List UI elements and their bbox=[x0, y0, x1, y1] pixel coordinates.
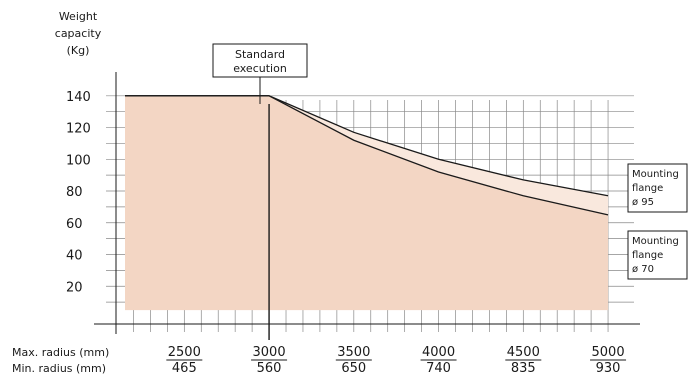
y-axis-label-line-1: Weight bbox=[59, 10, 98, 23]
series-line-1 bbox=[125, 95, 609, 216]
y-axis-label-line-2: capacity bbox=[55, 27, 102, 40]
y-tick-label: 60 bbox=[66, 217, 83, 232]
y-tick-label: 120 bbox=[66, 122, 91, 137]
legend-label-flange-95-line-3: ø 95 bbox=[632, 197, 654, 208]
x-tick-label-min: 835 bbox=[511, 361, 536, 374]
capacity-area-flange-70 bbox=[125, 95, 609, 311]
x-row-label-min-radius: Min. radius (mm) bbox=[12, 362, 106, 374]
y-tick-label: 80 bbox=[66, 185, 83, 200]
x-tick-label-min: 465 bbox=[172, 361, 197, 374]
y-tick-label: 100 bbox=[66, 153, 91, 168]
legend-box-flange-70 bbox=[627, 230, 688, 280]
x-row-label-max-radius: Max. radius (mm) bbox=[12, 346, 109, 359]
y-tick-label: 40 bbox=[66, 249, 83, 264]
standard-execution-label-line-2: execution bbox=[233, 62, 287, 75]
legend-label-flange-95-line-2: flange bbox=[632, 183, 663, 194]
x-tick-label-min: 560 bbox=[257, 361, 282, 374]
x-tick-label-min: 930 bbox=[596, 361, 621, 374]
y-tick-label: 140 bbox=[66, 90, 91, 105]
x-tick-label-min: 650 bbox=[341, 361, 366, 374]
axes bbox=[94, 72, 640, 340]
legend-label-flange-70-line-1: Mounting bbox=[632, 236, 679, 247]
x-tick-label-min: 740 bbox=[426, 361, 451, 374]
x-tick-label-max: 2500 bbox=[168, 345, 201, 360]
x-tick-label-max: 5000 bbox=[592, 345, 625, 360]
x-tick-label-max: 3000 bbox=[253, 345, 286, 360]
standard-execution-label-line-1: Standard bbox=[235, 48, 285, 61]
x-tick-label-max: 4500 bbox=[507, 345, 540, 360]
standard-execution-box bbox=[212, 43, 308, 78]
x-tick-label-max: 3500 bbox=[337, 345, 370, 360]
x-tick-label-max: 4000 bbox=[422, 345, 455, 360]
y-axis-label-line-3: (Kg) bbox=[67, 44, 90, 57]
series-lines bbox=[125, 95, 609, 216]
legend-label-flange-70-line-3: ø 70 bbox=[632, 264, 654, 275]
legend-label-flange-70-line-2: flange bbox=[632, 250, 663, 261]
legend-label-flange-95-line-1: Mounting bbox=[632, 169, 679, 180]
capacity-area bbox=[125, 95, 609, 311]
y-tick-label: 20 bbox=[66, 280, 83, 295]
legend-box-flange-95 bbox=[627, 163, 688, 213]
